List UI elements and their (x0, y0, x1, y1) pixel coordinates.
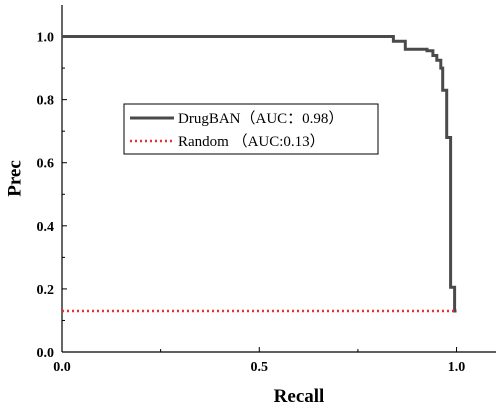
x-axis-title: Recall (274, 386, 325, 407)
y-tick-label: 0.6 (37, 157, 55, 172)
y-axis-ticks: 0.0 0.2 0.4 0.6 0.8 1.0 (37, 31, 67, 361)
legend-label: DrugBAN（AUC：0.98） (178, 110, 343, 127)
y-tick-label: 0.0 (37, 346, 55, 361)
x-axis-ticks: 0.0 0.5 1.0 (53, 347, 465, 375)
axes (61, 5, 496, 353)
legend: DrugBAN（AUC：0.98） Random （AUC:0.13） (123, 103, 379, 155)
y-tick-label: 0.4 (37, 220, 55, 235)
y-tick-label: 1.0 (37, 31, 55, 46)
legend-label: Random （AUC:0.13） (178, 133, 325, 150)
y-tick-label: 0.2 (37, 283, 55, 298)
drugban-pr-curve (62, 35, 457, 313)
y-tick-label: 0.8 (37, 94, 55, 109)
y-axis-title: Prec (4, 160, 25, 197)
series-layer (62, 35, 457, 313)
x-tick-label: 0.5 (251, 360, 269, 375)
legend-box (123, 103, 379, 155)
x-tick-label: 1.0 (448, 360, 466, 375)
x-tick-label: 0.0 (53, 360, 71, 375)
